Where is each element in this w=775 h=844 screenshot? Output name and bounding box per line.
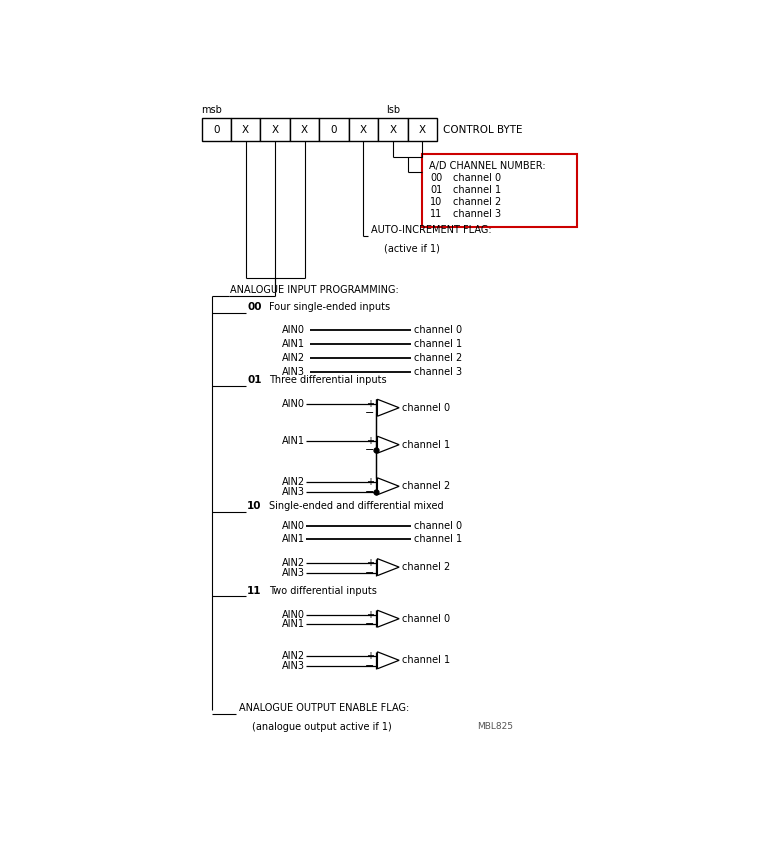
Text: 01: 01 (430, 185, 443, 195)
Bar (319, 118, 349, 141)
Bar (290, 118, 319, 141)
Text: −: − (365, 661, 374, 671)
Text: channel 1: channel 1 (402, 655, 450, 665)
Text: +: + (367, 436, 374, 446)
Text: −: − (365, 445, 374, 455)
Polygon shape (377, 559, 399, 576)
Text: channel 0: channel 0 (414, 521, 462, 531)
Text: ANALOGUE INPUT PROGRAMMING:: ANALOGUE INPUT PROGRAMMING: (230, 285, 399, 295)
Text: AIN3: AIN3 (281, 487, 305, 496)
Text: channel 2: channel 2 (453, 197, 501, 207)
Text: −: − (365, 619, 374, 629)
Text: AIN1: AIN1 (281, 338, 305, 349)
Text: X: X (271, 125, 279, 135)
Text: channel 3: channel 3 (414, 366, 462, 376)
Text: X: X (389, 125, 397, 135)
Text: AIN0: AIN0 (281, 325, 305, 335)
Text: channel 0: channel 0 (414, 325, 462, 335)
Bar (422, 154, 577, 227)
Text: AIN1: AIN1 (281, 436, 305, 446)
Text: channel 2: channel 2 (402, 562, 450, 572)
Text: 10: 10 (247, 501, 262, 511)
Text: channel 0: channel 0 (453, 172, 501, 182)
Text: X: X (418, 125, 426, 135)
Text: +: + (367, 399, 374, 408)
Text: AIN0: AIN0 (281, 610, 305, 619)
Text: −: − (365, 487, 374, 496)
Text: Single-ended and differential mixed: Single-ended and differential mixed (269, 501, 443, 511)
Text: 10: 10 (430, 197, 443, 207)
Text: 00: 00 (247, 302, 262, 312)
Text: (active if 1): (active if 1) (384, 244, 439, 254)
Text: 0: 0 (331, 125, 337, 135)
Text: AIN0: AIN0 (281, 521, 305, 531)
Text: msb: msb (202, 106, 222, 115)
Text: +: + (367, 478, 374, 488)
Text: −: − (365, 408, 374, 418)
Polygon shape (377, 436, 399, 453)
Text: AIN2: AIN2 (281, 478, 305, 488)
Text: Three differential inputs: Three differential inputs (269, 376, 387, 386)
Text: −: − (365, 567, 374, 577)
Polygon shape (377, 478, 399, 495)
Bar (408, 118, 437, 141)
Text: lsb: lsb (386, 106, 400, 115)
Bar (202, 118, 231, 141)
Text: AIN2: AIN2 (281, 558, 305, 568)
Polygon shape (377, 610, 399, 627)
Text: channel 0: channel 0 (402, 614, 450, 624)
Text: 0: 0 (213, 125, 219, 135)
Text: AUTO-INCREMENT FLAG:: AUTO-INCREMENT FLAG: (371, 225, 492, 235)
Text: channel 2: channel 2 (414, 353, 462, 363)
Text: X: X (360, 125, 367, 135)
Text: MBL825: MBL825 (477, 722, 512, 731)
Text: AIN2: AIN2 (281, 652, 305, 662)
Bar (231, 118, 260, 141)
Text: AIN3: AIN3 (281, 567, 305, 577)
Text: channel 1: channel 1 (414, 338, 462, 349)
Text: AIN2: AIN2 (281, 353, 305, 363)
Bar (349, 118, 378, 141)
Bar (378, 118, 408, 141)
Text: +: + (367, 652, 374, 662)
Text: ANALOGUE OUTPUT ENABLE FLAG:: ANALOGUE OUTPUT ENABLE FLAG: (239, 703, 410, 712)
Text: 11: 11 (247, 586, 262, 596)
Text: X: X (301, 125, 308, 135)
Text: 00: 00 (430, 172, 443, 182)
Text: channel 0: channel 0 (402, 403, 450, 413)
Text: AIN1: AIN1 (281, 619, 305, 629)
Text: X: X (242, 125, 250, 135)
Text: A/D CHANNEL NUMBER:: A/D CHANNEL NUMBER: (429, 161, 545, 171)
Text: Four single-ended inputs: Four single-ended inputs (269, 302, 390, 312)
Text: channel 1: channel 1 (402, 440, 450, 450)
Polygon shape (377, 399, 399, 416)
Text: channel 1: channel 1 (414, 534, 462, 544)
Text: 11: 11 (430, 209, 443, 219)
Text: channel 2: channel 2 (402, 481, 450, 491)
Text: AIN3: AIN3 (281, 661, 305, 671)
Text: AIN3: AIN3 (281, 366, 305, 376)
Text: Two differential inputs: Two differential inputs (269, 586, 377, 596)
Text: CONTROL BYTE: CONTROL BYTE (443, 125, 523, 135)
Text: AIN1: AIN1 (281, 534, 305, 544)
Text: +: + (367, 610, 374, 619)
Text: (analogue output active if 1): (analogue output active if 1) (252, 722, 391, 732)
Text: AIN0: AIN0 (281, 399, 305, 408)
Polygon shape (377, 652, 399, 668)
Text: channel 3: channel 3 (453, 209, 501, 219)
Bar (260, 118, 290, 141)
Text: 01: 01 (247, 376, 262, 386)
Text: +: + (367, 558, 374, 568)
Text: channel 1: channel 1 (453, 185, 501, 195)
